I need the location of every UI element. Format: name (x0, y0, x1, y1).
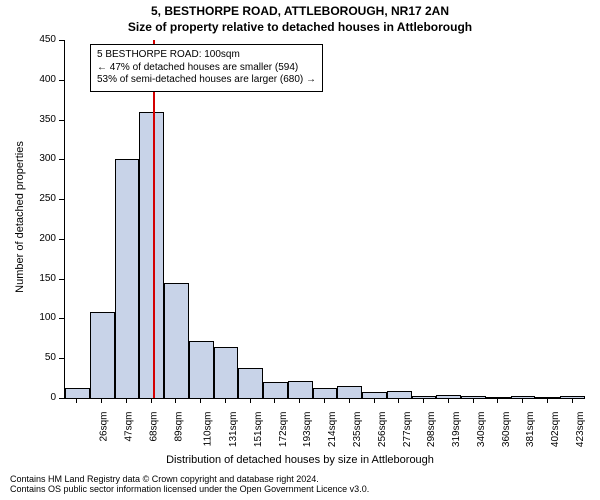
xtick-mark (274, 398, 275, 403)
ytick-mark (59, 80, 64, 81)
ytick-mark (59, 159, 64, 160)
footer: Contains HM Land Registry data © Crown c… (10, 474, 369, 495)
x-axis-label: Distribution of detached houses by size … (0, 454, 600, 466)
xtick-mark (126, 398, 127, 403)
footer-line: Contains HM Land Registry data © Crown c… (10, 474, 369, 484)
xtick-mark (547, 398, 548, 403)
histogram-bar (164, 283, 189, 398)
chart-subtitle: Size of property relative to detached ho… (0, 20, 600, 34)
footer-line: Contains OS public sector information li… (10, 484, 369, 494)
ytick-label: 100 (0, 312, 56, 323)
xtick-mark (522, 398, 523, 403)
xtick-mark (250, 398, 251, 403)
histogram-bar (313, 388, 338, 398)
histogram-bar (560, 396, 585, 398)
ytick-mark (59, 40, 64, 41)
histogram-bar (436, 395, 461, 398)
xtick-mark (76, 398, 77, 403)
xtick-mark (374, 398, 375, 403)
xtick-label: 193sqm (303, 412, 314, 448)
ytick-label: 400 (0, 74, 56, 85)
xtick-label: 214sqm (327, 412, 338, 448)
ytick-label: 450 (0, 34, 56, 45)
xtick-label: 47sqm (124, 412, 135, 442)
ytick-label: 0 (0, 392, 56, 403)
xtick-label: 131sqm (228, 412, 239, 448)
ytick-mark (59, 199, 64, 200)
xtick-mark (497, 398, 498, 403)
xtick-mark (423, 398, 424, 403)
xtick-mark (101, 398, 102, 403)
xtick-mark (398, 398, 399, 403)
xtick-label: 256sqm (377, 412, 388, 448)
ytick-mark (59, 279, 64, 280)
xtick-label: 277sqm (402, 412, 413, 448)
histogram-bar (214, 347, 239, 398)
ytick-mark (59, 318, 64, 319)
histogram-bar (115, 159, 140, 398)
xtick-label: 381sqm (525, 412, 536, 448)
xtick-label: 89sqm (173, 412, 184, 442)
xtick-label: 26sqm (99, 412, 110, 442)
plot-area (64, 40, 585, 399)
chart-root: 5, BESTHORPE ROAD, ATTLEBOROUGH, NR17 2A… (0, 0, 600, 500)
xtick-label: 423sqm (575, 412, 586, 448)
xtick-mark (572, 398, 573, 403)
reference-line (153, 40, 155, 398)
xtick-label: 68sqm (148, 412, 159, 442)
histogram-bar (337, 386, 362, 398)
histogram-bar (238, 368, 263, 398)
xtick-label: 110sqm (203, 412, 214, 447)
xtick-mark (225, 398, 226, 403)
xtick-mark (175, 398, 176, 403)
xtick-label: 151sqm (253, 412, 264, 448)
ytick-mark (59, 358, 64, 359)
xtick-label: 402sqm (550, 412, 561, 448)
histogram-bar (461, 396, 486, 398)
legend-line: 5 BESTHORPE ROAD: 100sqm (97, 49, 316, 62)
xtick-mark (299, 398, 300, 403)
xtick-mark (324, 398, 325, 403)
xtick-mark (200, 398, 201, 403)
ytick-label: 50 (0, 352, 56, 363)
ytick-mark (59, 120, 64, 121)
ytick-label: 250 (0, 193, 56, 204)
xtick-mark (448, 398, 449, 403)
xtick-label: 235sqm (352, 412, 363, 448)
ytick-mark (59, 239, 64, 240)
xtick-label: 319sqm (451, 412, 462, 448)
xtick-label: 172sqm (278, 412, 289, 448)
histogram-bar (139, 112, 164, 398)
histogram-bar (90, 312, 115, 398)
xtick-label: 298sqm (426, 412, 437, 448)
ytick-label: 350 (0, 114, 56, 125)
histogram-bar (387, 391, 412, 398)
chart-title: 5, BESTHORPE ROAD, ATTLEBOROUGH, NR17 2A… (0, 4, 600, 18)
histogram-bar (189, 341, 214, 398)
xtick-mark (473, 398, 474, 403)
histogram-bar (288, 381, 313, 399)
xtick-label: 360sqm (501, 412, 512, 448)
ytick-label: 200 (0, 233, 56, 244)
legend-box: 5 BESTHORPE ROAD: 100sqm ← 47% of detach… (90, 44, 323, 92)
xtick-mark (151, 398, 152, 403)
xtick-mark (349, 398, 350, 403)
histogram-bar (362, 392, 387, 398)
ytick-label: 150 (0, 273, 56, 284)
xtick-label: 340sqm (476, 412, 487, 448)
legend-line: ← 47% of detached houses are smaller (59… (97, 62, 316, 75)
ytick-label: 300 (0, 153, 56, 164)
legend-line: 53% of semi-detached houses are larger (… (97, 74, 316, 87)
histogram-bar (263, 382, 288, 398)
histogram-bar (535, 397, 560, 398)
histogram-bar (65, 388, 90, 398)
ytick-mark (59, 398, 64, 399)
